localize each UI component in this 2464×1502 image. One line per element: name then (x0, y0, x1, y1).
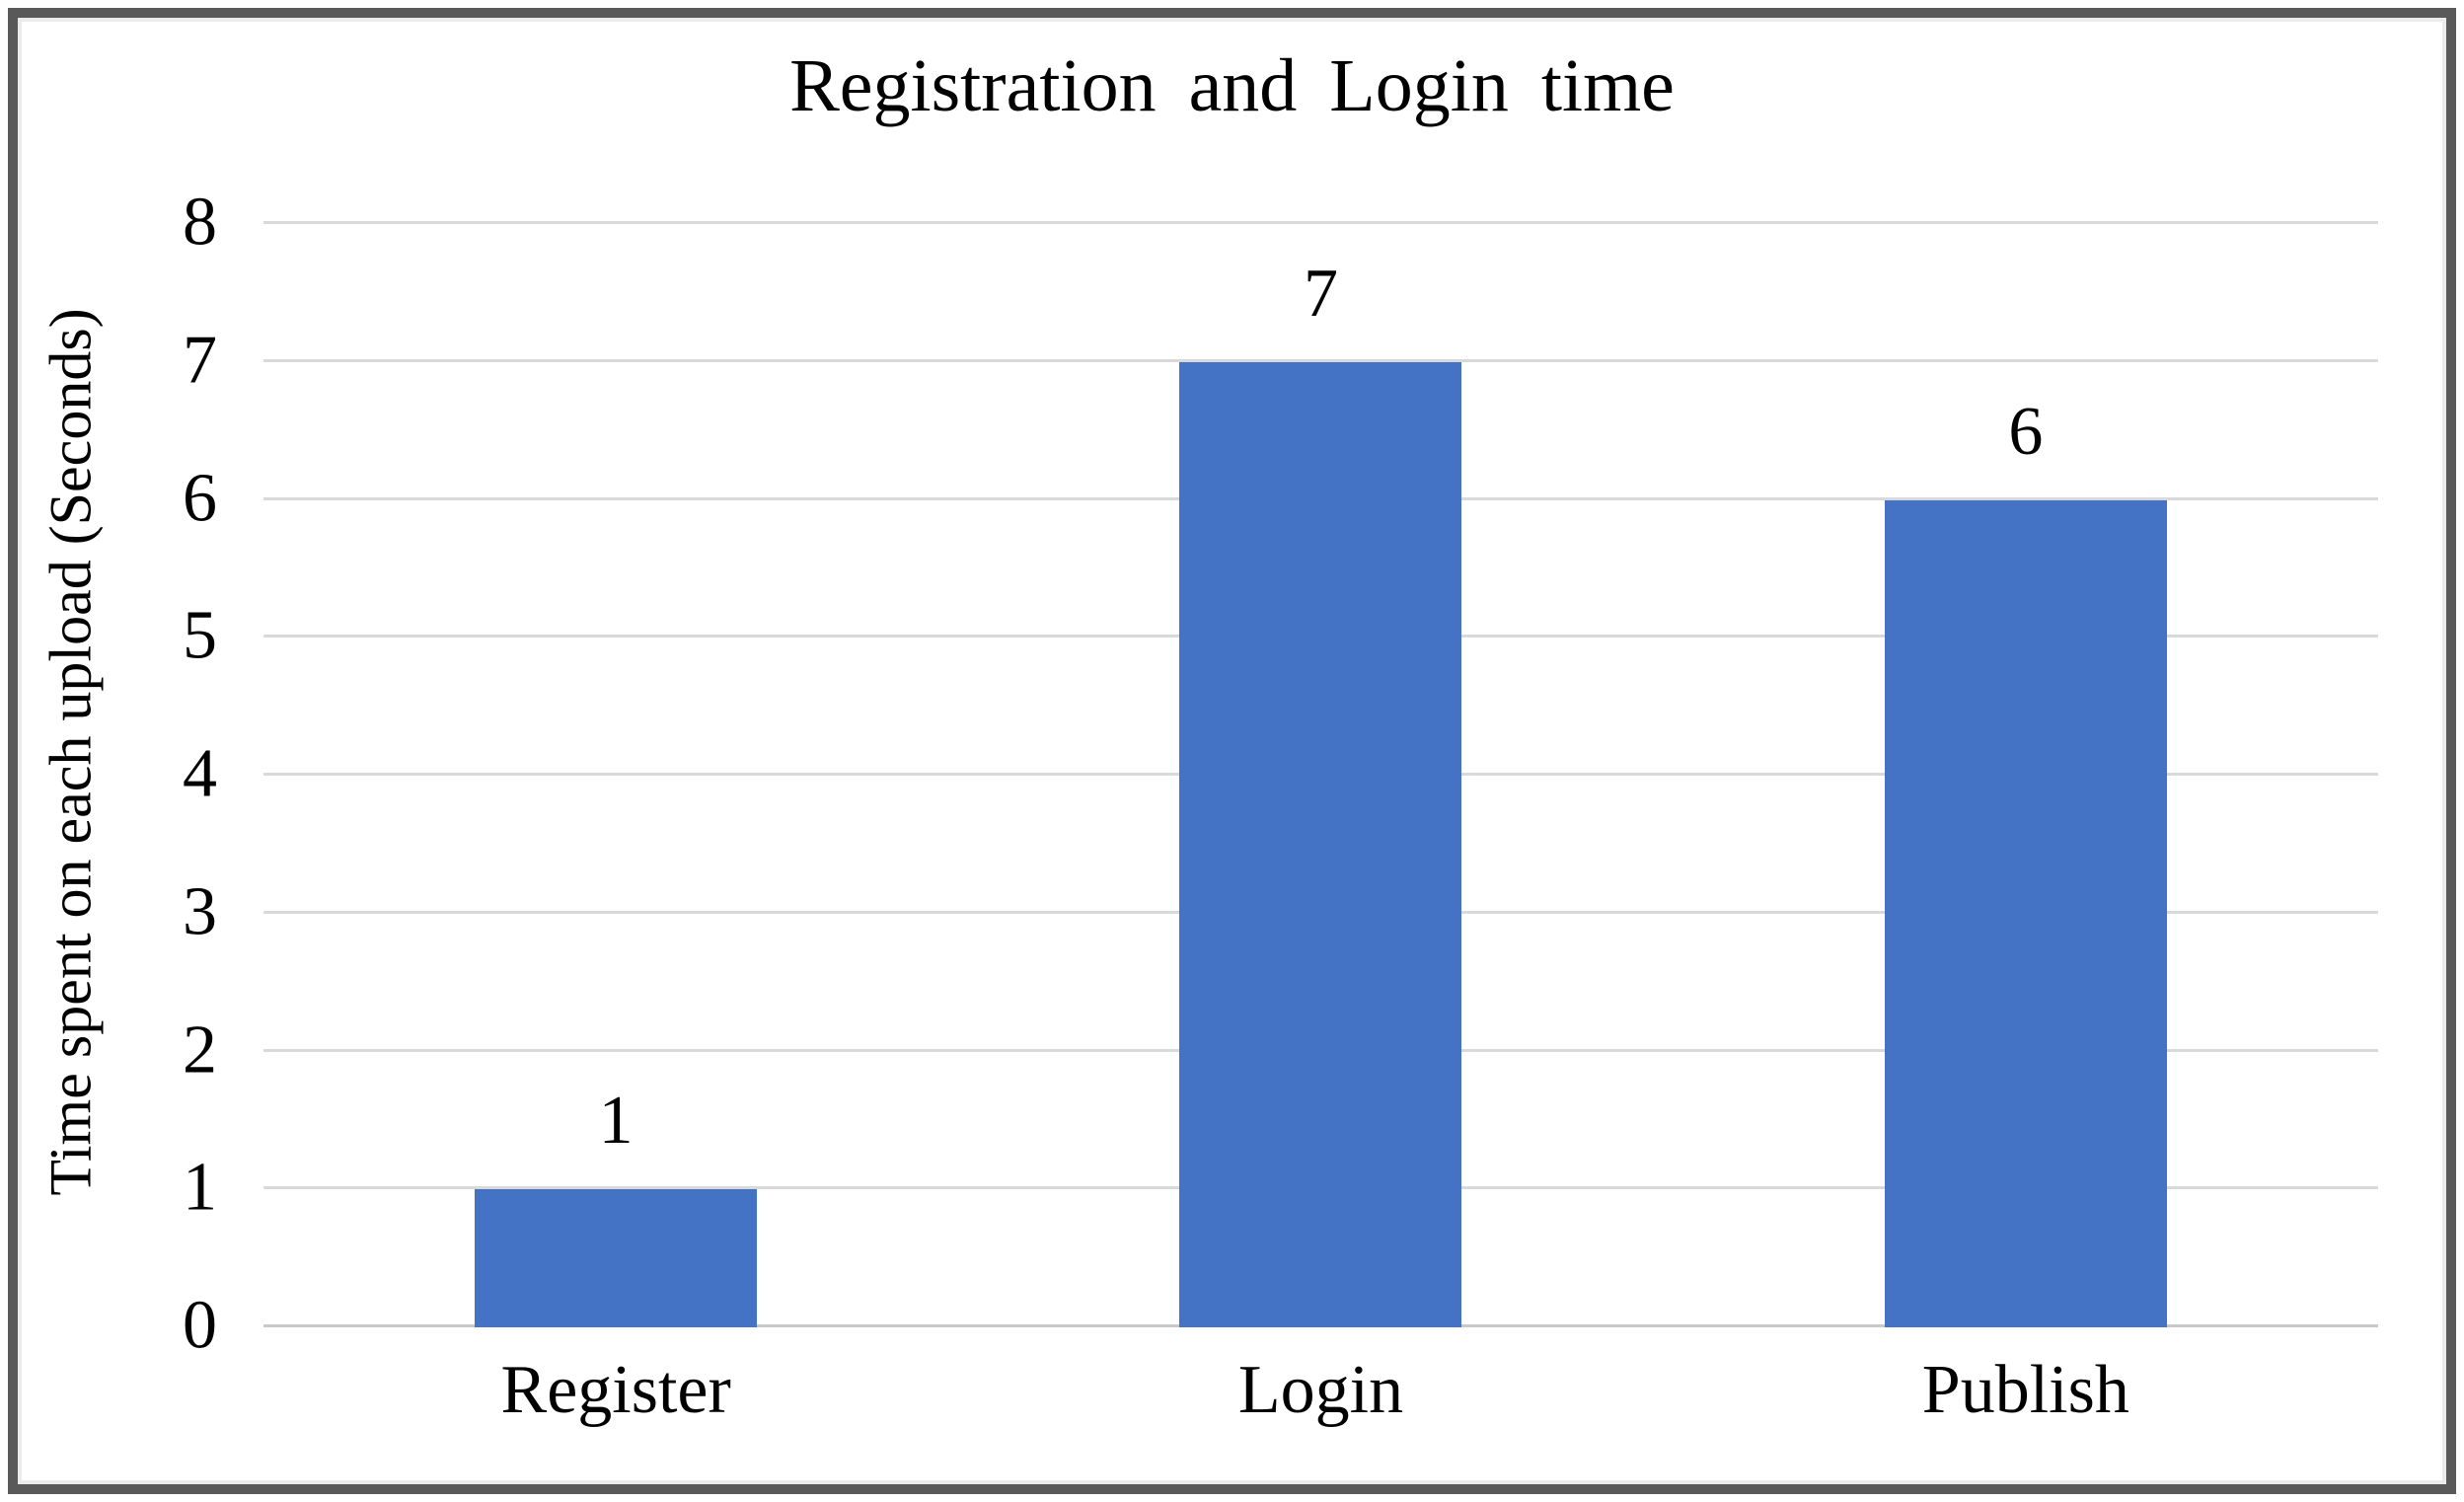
y-tick-label-4: 4 (183, 735, 217, 812)
bar-register (475, 1189, 758, 1327)
y-tick-label-0: 0 (183, 1287, 217, 1364)
y-tick-label-8: 8 (183, 184, 217, 261)
bar-column-login: 7 (968, 224, 1673, 1327)
x-category-label-register: Register (500, 1352, 731, 1428)
gridline-y7 (263, 358, 2378, 362)
chart-title: Registration and Login time (789, 44, 1675, 127)
y-tick-label-1: 1 (183, 1149, 217, 1226)
data-label-login: 7 (1303, 255, 1338, 332)
x-category-label-publish: Publish (1921, 1352, 2129, 1428)
bar-column-publish: 6 (1674, 224, 2378, 1327)
y-tick-label-3: 3 (183, 873, 217, 950)
bar-login (1179, 361, 1462, 1327)
data-label-register: 1 (598, 1083, 634, 1160)
data-label-publish: 6 (2008, 393, 2044, 470)
y-tick-label-7: 7 (183, 322, 217, 399)
plot-area: 1 7 6 (263, 221, 2378, 1327)
chart-border-inner-line (18, 18, 2446, 1484)
gridline-y8 (263, 221, 2378, 224)
bar-column-register: 1 (263, 224, 968, 1327)
y-tick-label-6: 6 (183, 460, 217, 537)
bars-row: 1 7 6 (263, 224, 2378, 1327)
bar-publish (1884, 499, 2167, 1327)
x-axis-category-labels: Register Login Publish (263, 1356, 2378, 1425)
y-tick-label-5: 5 (183, 597, 217, 674)
y-tick-label-2: 2 (183, 1012, 217, 1089)
x-category-label-login: Login (1237, 1352, 1404, 1428)
